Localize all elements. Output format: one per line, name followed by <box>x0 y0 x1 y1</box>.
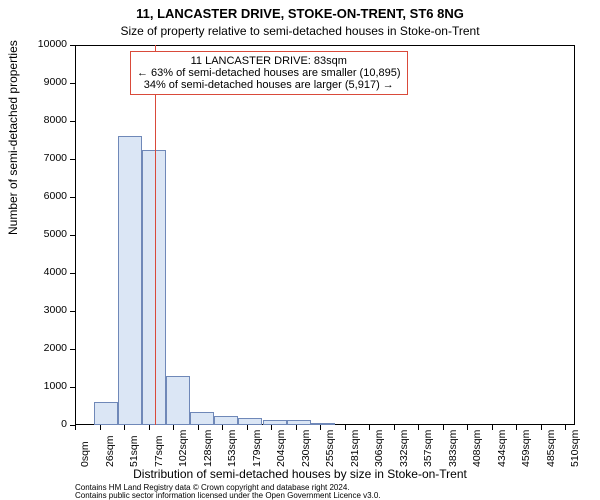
chart-title: 11, LANCASTER DRIVE, STOKE-ON-TRENT, ST6… <box>0 6 600 21</box>
y-tick-label: 0 <box>27 418 67 430</box>
histogram-bar <box>118 136 142 425</box>
histogram-bar <box>190 412 214 425</box>
y-tick-label: 4000 <box>27 266 67 278</box>
y-tick-label: 6000 <box>27 190 67 202</box>
x-tick-label: 0sqm <box>79 441 91 467</box>
y-tick-mark <box>70 45 75 46</box>
x-tick-label: 230sqm <box>300 430 312 467</box>
x-tick-label: 179sqm <box>251 430 263 467</box>
x-tick-label: 408sqm <box>471 430 483 467</box>
y-tick-mark <box>70 197 75 198</box>
x-tick-label: 153sqm <box>226 430 238 467</box>
x-tick-mark <box>198 425 199 430</box>
histogram-bar <box>238 418 262 425</box>
footer-line-2: Contains public sector information licen… <box>75 492 381 500</box>
x-tick-mark <box>541 425 542 430</box>
property-marker-line <box>155 45 156 425</box>
annotation-line: 11 LANCASTER DRIVE: 83sqm <box>137 55 401 67</box>
x-tick-mark <box>247 425 248 430</box>
x-tick-label: 102sqm <box>177 430 189 467</box>
y-tick-label: 2000 <box>27 342 67 354</box>
x-tick-label: 459sqm <box>520 430 532 467</box>
property-annotation: 11 LANCASTER DRIVE: 83sqm← 63% of semi-d… <box>130 51 408 95</box>
x-tick-mark <box>271 425 272 430</box>
x-tick-mark <box>418 425 419 430</box>
x-tick-mark <box>222 425 223 430</box>
histogram-bar <box>166 376 190 425</box>
chart-container: { "chart": { "type": "histogram", "title… <box>0 0 600 500</box>
y-axis-label: Number of semi-detached properties <box>6 40 20 235</box>
x-tick-mark <box>75 425 76 430</box>
x-axis-label: Distribution of semi-detached houses by … <box>0 467 600 481</box>
x-tick-label: 332sqm <box>398 430 410 467</box>
histogram-bar <box>287 420 311 425</box>
x-tick-mark <box>394 425 395 430</box>
y-tick-label: 9000 <box>27 76 67 88</box>
x-tick-mark <box>492 425 493 430</box>
y-tick-label: 5000 <box>27 228 67 240</box>
y-tick-mark <box>70 349 75 350</box>
x-tick-label: 281sqm <box>349 430 361 467</box>
histogram-bar <box>263 420 287 425</box>
annotation-line: 34% of semi-detached houses are larger (… <box>137 79 401 91</box>
x-tick-mark <box>516 425 517 430</box>
x-tick-mark <box>345 425 346 430</box>
y-tick-label: 3000 <box>27 304 67 316</box>
x-tick-mark <box>467 425 468 430</box>
x-tick-label: 383sqm <box>447 430 459 467</box>
histogram-bar <box>94 402 118 425</box>
x-tick-mark <box>296 425 297 430</box>
x-tick-mark <box>100 425 101 430</box>
x-tick-mark <box>320 425 321 430</box>
x-tick-label: 434sqm <box>496 430 508 467</box>
x-tick-label: 510sqm <box>569 430 581 467</box>
y-tick-mark <box>70 235 75 236</box>
x-tick-mark <box>124 425 125 430</box>
x-tick-label: 204sqm <box>275 430 287 467</box>
y-tick-label: 8000 <box>27 114 67 126</box>
x-tick-mark <box>149 425 150 430</box>
x-tick-label: 357sqm <box>422 430 434 467</box>
x-tick-label: 485sqm <box>545 430 557 467</box>
annotation-line: ← 63% of semi-detached houses are smalle… <box>137 67 401 79</box>
attribution-footer: Contains HM Land Registry data © Crown c… <box>75 484 381 500</box>
y-tick-mark <box>70 83 75 84</box>
x-tick-label: 77sqm <box>153 435 165 467</box>
y-tick-mark <box>70 121 75 122</box>
x-tick-label: 51sqm <box>128 435 140 467</box>
x-tick-mark <box>369 425 370 430</box>
x-tick-mark <box>443 425 444 430</box>
chart-subtitle: Size of property relative to semi-detach… <box>0 24 600 38</box>
y-tick-label: 10000 <box>27 38 67 50</box>
x-tick-mark <box>565 425 566 430</box>
x-tick-label: 26sqm <box>104 435 116 467</box>
x-tick-label: 128sqm <box>202 430 214 467</box>
x-tick-label: 306sqm <box>373 430 385 467</box>
y-tick-label: 1000 <box>27 380 67 392</box>
x-tick-label: 255sqm <box>324 430 336 467</box>
y-tick-label: 7000 <box>27 152 67 164</box>
y-tick-mark <box>70 159 75 160</box>
histogram-bar <box>214 416 238 425</box>
histogram-bar <box>311 423 335 425</box>
x-tick-mark <box>173 425 174 430</box>
y-tick-mark <box>70 387 75 388</box>
y-tick-mark <box>70 273 75 274</box>
y-tick-mark <box>70 311 75 312</box>
